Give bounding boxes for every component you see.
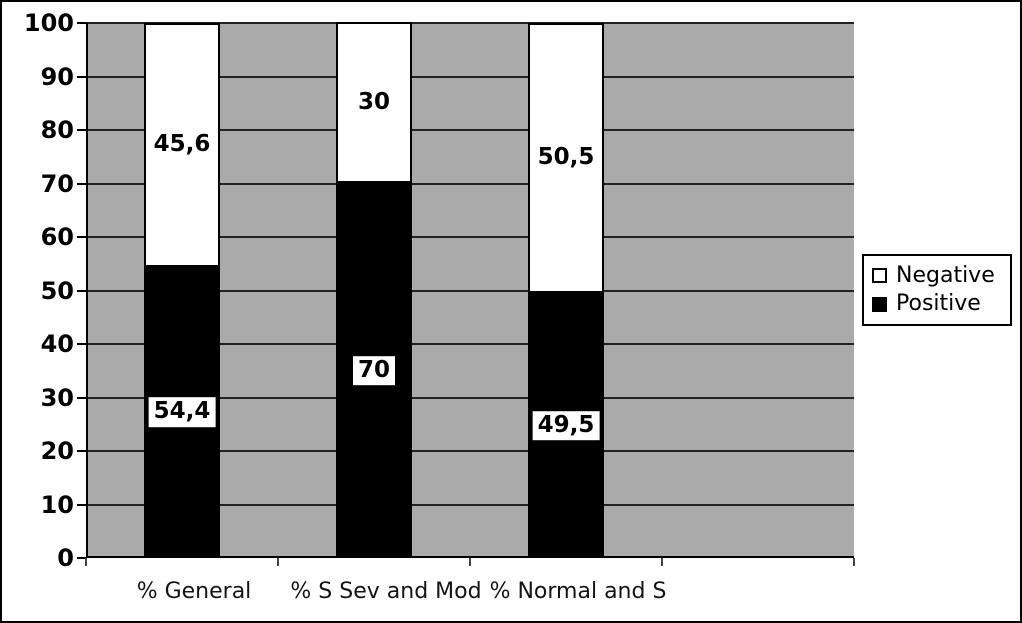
y-tick-label-90: 90 bbox=[40, 62, 74, 91]
data-label-negative-0: 45,6 bbox=[153, 131, 211, 158]
x-tick-mark-2 bbox=[469, 558, 471, 566]
gridline-40 bbox=[86, 343, 854, 345]
bar-2-negative-segment bbox=[528, 23, 604, 293]
x-category-label-0: % General bbox=[136, 579, 252, 604]
y-tick-mark-20 bbox=[77, 450, 86, 452]
x-category-label-2: % Normal and S bbox=[489, 579, 667, 604]
y-tick-mark-70 bbox=[77, 182, 86, 185]
y-tick-label-10: 10 bbox=[40, 490, 74, 519]
gridline-10 bbox=[86, 503, 854, 506]
x-axis-line bbox=[86, 556, 854, 558]
y-tick-label-80: 80 bbox=[40, 116, 74, 144]
x-tick-mark-4 bbox=[853, 558, 855, 566]
gridline-50 bbox=[86, 289, 854, 292]
x-tick-mark-0 bbox=[85, 558, 87, 566]
data-label-negative-1: 30 bbox=[357, 89, 391, 116]
y-tick-label-60: 60 bbox=[40, 223, 74, 251]
legend: Negative Positive bbox=[862, 254, 1012, 326]
data-label-positive-1: 70 bbox=[352, 355, 396, 386]
y-tick-mark-90 bbox=[77, 75, 86, 78]
y-tick-mark-30 bbox=[77, 396, 86, 399]
data-label-positive-0: 54,4 bbox=[148, 397, 216, 428]
y-tick-mark-0 bbox=[77, 557, 86, 559]
negative-swatch-icon bbox=[872, 268, 887, 284]
gridline-60 bbox=[86, 236, 854, 238]
gridline-20 bbox=[86, 450, 854, 452]
gridline-30 bbox=[86, 396, 854, 399]
gridline-80 bbox=[86, 129, 854, 131]
plot-area: 54,4 45,6 70 30 49,5 50,5 bbox=[77, 22, 855, 566]
y-tick-mark-10 bbox=[77, 503, 86, 506]
bar-0-negative-segment bbox=[144, 23, 220, 267]
y-tick-mark-100 bbox=[77, 22, 86, 24]
gridline-70 bbox=[86, 182, 854, 185]
positive-swatch-icon bbox=[872, 296, 887, 312]
legend-label: Positive bbox=[896, 291, 981, 316]
y-tick-label-20: 20 bbox=[40, 437, 74, 465]
data-label-positive-2: 49,5 bbox=[532, 410, 600, 441]
y-tick-mark-80 bbox=[77, 129, 86, 131]
x-category-label-1: % S Sev and Mod bbox=[290, 579, 482, 604]
gridline-90 bbox=[86, 75, 854, 78]
y-tick-mark-60 bbox=[77, 236, 86, 238]
y-tick-label-70: 70 bbox=[40, 169, 74, 198]
data-label-negative-2: 50,5 bbox=[537, 144, 595, 171]
y-axis-line bbox=[86, 23, 88, 558]
gridline-100 bbox=[86, 22, 854, 24]
y-tick-label-40: 40 bbox=[40, 330, 74, 358]
bar-1-negative-segment bbox=[336, 22, 412, 183]
x-tick-mark-3 bbox=[661, 558, 663, 566]
y-tick-label-0: 0 bbox=[57, 544, 74, 572]
y-tick-mark-40 bbox=[77, 343, 86, 345]
y-tick-label-30: 30 bbox=[40, 383, 74, 412]
legend-label: Negative bbox=[896, 262, 995, 288]
legend-item-negative: Negative bbox=[872, 262, 1002, 288]
legend-item-positive: Positive bbox=[872, 291, 1002, 316]
y-tick-mark-50 bbox=[77, 289, 86, 292]
x-tick-mark-1 bbox=[277, 558, 279, 566]
y-tick-label-100: 100 bbox=[23, 9, 74, 37]
y-tick-label-50: 50 bbox=[40, 276, 74, 305]
